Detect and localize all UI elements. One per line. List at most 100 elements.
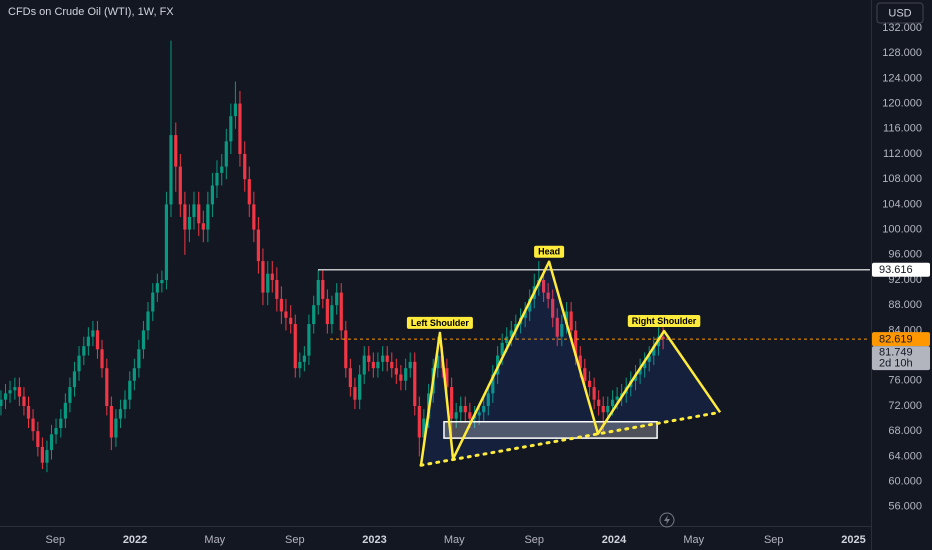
candle-body (385, 355, 389, 362)
candle-body (450, 387, 454, 419)
last-price-tag: 82.619 (879, 333, 913, 345)
y-tick-label: 112.000 (883, 148, 922, 160)
prev-tag: 81.749 (879, 346, 913, 358)
candle-body (353, 387, 357, 400)
candle-body (178, 166, 182, 205)
y-tick-label: 72.000 (888, 400, 922, 412)
y-tick-label: 60.000 (888, 475, 922, 487)
x-tick-label: 2023 (362, 534, 386, 546)
y-tick-label: 92.000 (888, 274, 922, 286)
pattern-line (419, 260, 722, 466)
candle-body (652, 346, 656, 356)
candle-body (72, 371, 77, 388)
candle-body (229, 116, 233, 142)
x-tick-label: Sep (524, 534, 544, 546)
candle-body (36, 431, 40, 447)
candle-body (325, 298, 329, 325)
countdown: 2d 10h (879, 357, 913, 369)
y-tick-label: 88.000 (888, 299, 922, 311)
candle-body (68, 387, 72, 403)
candle-body (123, 399, 127, 410)
candle-body (22, 396, 26, 406)
y-tick-label: 116.000 (883, 123, 922, 135)
currency-label[interactable]: USD (888, 7, 911, 19)
candle-body (523, 311, 527, 318)
candle-body (367, 355, 371, 362)
icon-bolt[interactable] (664, 515, 670, 525)
candle-body (500, 342, 504, 356)
candle-body (298, 361, 302, 369)
icon-ring[interactable] (659, 512, 675, 528)
candle-body (546, 292, 550, 299)
candle-body (137, 349, 141, 369)
candle-body (606, 405, 610, 413)
x-tick-label: May (444, 534, 465, 546)
candle-body (362, 355, 366, 375)
candle-body (468, 412, 472, 419)
candle-body (284, 311, 288, 318)
x-tick-label: Sep (764, 534, 784, 546)
candle-body (647, 355, 651, 362)
candle-body (413, 361, 417, 406)
replay-icon[interactable] (659, 512, 675, 528)
candle-body (316, 279, 320, 306)
prev-tag-bg (872, 346, 930, 371)
candle-body (91, 330, 95, 337)
pattern-label-bg (627, 315, 701, 328)
candle-body (155, 283, 159, 293)
candle-body (312, 305, 316, 325)
currency-button[interactable] (876, 2, 924, 24)
pattern-label: Left Shoulder (411, 318, 469, 328)
candle-body (261, 261, 265, 293)
x-tick-label: May (204, 534, 225, 546)
candle-body (252, 204, 256, 230)
candle-body (275, 279, 279, 299)
candle-body (321, 279, 325, 299)
candle-body (597, 399, 601, 406)
candle-body (95, 330, 100, 350)
candle-body (215, 172, 219, 186)
candle-body (233, 103, 238, 117)
candle-body (270, 273, 274, 280)
candle-body (197, 204, 201, 224)
candle-body (238, 103, 242, 154)
x-tick-label: 2022 (123, 534, 147, 546)
y-tick-label: 64.000 (888, 450, 922, 462)
candle-body (302, 355, 306, 362)
candle-body (206, 204, 210, 230)
x-tick-label: 2025 (841, 534, 865, 546)
candle-body (183, 204, 187, 230)
chart-title: CFDs on Crude Oil (WTI), 1W, FX (8, 6, 174, 18)
candle-body (592, 387, 596, 400)
candle-body (482, 405, 486, 413)
candle-body (542, 279, 546, 293)
candle-body (335, 292, 339, 306)
x-tick-label: May (683, 534, 704, 546)
candle-body (141, 330, 146, 350)
candle-body (279, 298, 283, 312)
candle-body (574, 330, 578, 356)
candle-body (560, 324, 564, 337)
candle-body (77, 355, 81, 372)
candle-body (114, 418, 118, 438)
y-tick-label: 68.000 (888, 425, 922, 437)
candle-body (45, 450, 49, 463)
candle-body (587, 380, 592, 388)
last-price-tag-bg (872, 332, 930, 347)
candle-body (564, 311, 569, 325)
level-tag-bg (872, 262, 930, 277)
candle-body (491, 374, 495, 394)
candle-body (661, 336, 665, 340)
candle-body (54, 428, 58, 435)
candle-body (86, 336, 90, 347)
candle-body (569, 311, 573, 331)
candle-body (463, 405, 467, 413)
candle-body (610, 399, 615, 406)
candle-body (82, 346, 86, 356)
candle-body (63, 402, 67, 419)
candle-body (243, 153, 247, 180)
candle-body (174, 135, 178, 167)
candle-body (358, 374, 362, 400)
candle-body (371, 361, 375, 369)
candle-body (59, 418, 63, 429)
